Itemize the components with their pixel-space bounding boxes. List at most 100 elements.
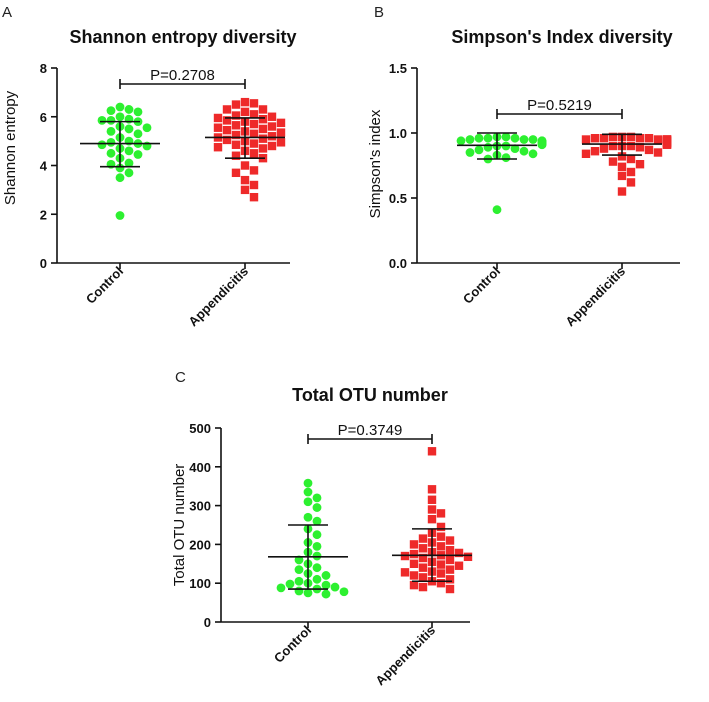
data-point-control — [321, 571, 331, 580]
data-point-control — [97, 140, 107, 150]
data-point-control — [312, 493, 322, 503]
data-point-appendicitis — [436, 542, 446, 551]
data-point-control — [321, 580, 331, 590]
y-tick-label: 2 — [40, 207, 47, 222]
data-point-appendicitis — [644, 134, 654, 143]
data-point-appendicitis — [418, 544, 428, 553]
data-point-appendicitis — [436, 509, 446, 518]
data-point-appendicitis — [258, 144, 268, 153]
data-point-control — [303, 497, 313, 507]
data-point-appendicitis — [626, 178, 636, 187]
data-point-control — [124, 105, 134, 114]
data-point-appendicitis — [445, 584, 455, 594]
data-point-control — [474, 145, 484, 155]
data-point-appendicitis — [240, 161, 250, 170]
data-point-appendicitis — [617, 171, 627, 181]
data-point-control — [106, 126, 116, 136]
data-point-appendicitis — [436, 579, 446, 588]
data-point-appendicitis — [249, 139, 259, 148]
data-point-appendicitis — [581, 149, 591, 158]
data-point-appendicitis — [436, 560, 446, 569]
data-point-appendicitis — [240, 185, 250, 195]
panel-b-y-axis-label: Simpson's index — [367, 109, 384, 218]
data-point-appendicitis — [249, 119, 259, 129]
panel-c-y-axis-label: Total OTU number — [171, 464, 188, 587]
y-tick-label: 0 — [40, 256, 47, 271]
data-point-control — [465, 148, 475, 157]
data-point-control — [106, 137, 116, 147]
data-point-control — [115, 112, 125, 122]
data-point-control — [303, 478, 313, 488]
y-tick-label: 300 — [189, 499, 211, 514]
data-point-appendicitis — [258, 134, 268, 143]
data-point-appendicitis — [231, 151, 241, 160]
data-point-appendicitis — [463, 552, 473, 562]
data-point-appendicitis — [249, 166, 259, 175]
data-point-control — [285, 579, 295, 589]
panel-a-axes — [56, 68, 290, 269]
panel-a-significance-bracket — [119, 79, 246, 89]
data-point-control — [124, 124, 134, 134]
data-point-control — [456, 136, 466, 146]
data-point-control — [115, 173, 125, 183]
data-point-appendicitis — [267, 112, 277, 121]
data-point-control — [133, 107, 143, 117]
panel-a-category-control: Control — [83, 264, 126, 307]
data-point-control — [142, 123, 152, 133]
data-point-control — [312, 516, 322, 526]
y-tick-label: 1.5 — [389, 61, 407, 76]
data-point-appendicitis — [400, 568, 410, 577]
panel-c-points — [276, 447, 473, 599]
data-point-control — [115, 211, 125, 220]
data-point-appendicitis — [222, 116, 232, 125]
data-point-appendicitis — [258, 114, 268, 124]
data-point-appendicitis — [427, 495, 437, 504]
data-point-control — [312, 530, 322, 540]
y-tick-label: 1.0 — [389, 126, 407, 141]
data-point-control — [537, 140, 547, 150]
data-point-control — [97, 116, 107, 125]
data-point-appendicitis — [626, 141, 636, 151]
data-point-appendicitis — [249, 110, 259, 119]
data-point-control — [510, 144, 520, 154]
y-tick-label: 8 — [40, 61, 47, 76]
data-point-appendicitis — [445, 565, 455, 574]
data-point-control — [483, 142, 493, 152]
data-point-appendicitis — [213, 143, 223, 152]
y-tick-label: 4 — [40, 159, 48, 174]
data-point-appendicitis — [231, 111, 241, 120]
panel-b-p-value: P=0.5219 — [527, 97, 592, 114]
data-point-appendicitis — [267, 132, 277, 141]
data-point-appendicitis — [258, 105, 268, 114]
data-point-control — [106, 116, 116, 125]
data-point-appendicitis — [608, 132, 618, 142]
data-point-appendicitis — [409, 559, 419, 568]
data-point-appendicitis — [418, 553, 428, 563]
data-point-appendicitis — [249, 149, 259, 158]
data-point-appendicitis — [231, 130, 241, 140]
data-point-appendicitis — [454, 548, 464, 558]
panel-c-y-ticks: 0 100 200 300 400 500 — [189, 421, 221, 630]
panel-a-p-value: P=0.2708 — [150, 67, 215, 84]
data-point-appendicitis — [267, 141, 277, 151]
data-point-control — [106, 148, 116, 158]
panel-a-y-ticks: 0 2 4 6 8 — [40, 61, 57, 271]
data-point-appendicitis — [617, 162, 627, 171]
data-point-appendicitis — [409, 571, 419, 580]
data-point-appendicitis — [409, 580, 419, 590]
data-point-appendicitis — [240, 97, 250, 107]
data-point-appendicitis — [590, 134, 600, 143]
data-point-appendicitis — [626, 154, 636, 164]
data-point-control — [294, 555, 304, 565]
panel-b-significance-bracket — [496, 109, 623, 119]
data-point-appendicitis — [599, 144, 609, 153]
y-tick-label: 500 — [189, 421, 211, 436]
data-point-control — [474, 133, 484, 143]
data-point-control — [115, 102, 125, 112]
data-point-control — [294, 586, 304, 596]
data-point-control — [339, 587, 349, 597]
data-point-control — [303, 487, 313, 497]
data-point-control — [519, 146, 529, 156]
data-point-control — [276, 583, 286, 593]
